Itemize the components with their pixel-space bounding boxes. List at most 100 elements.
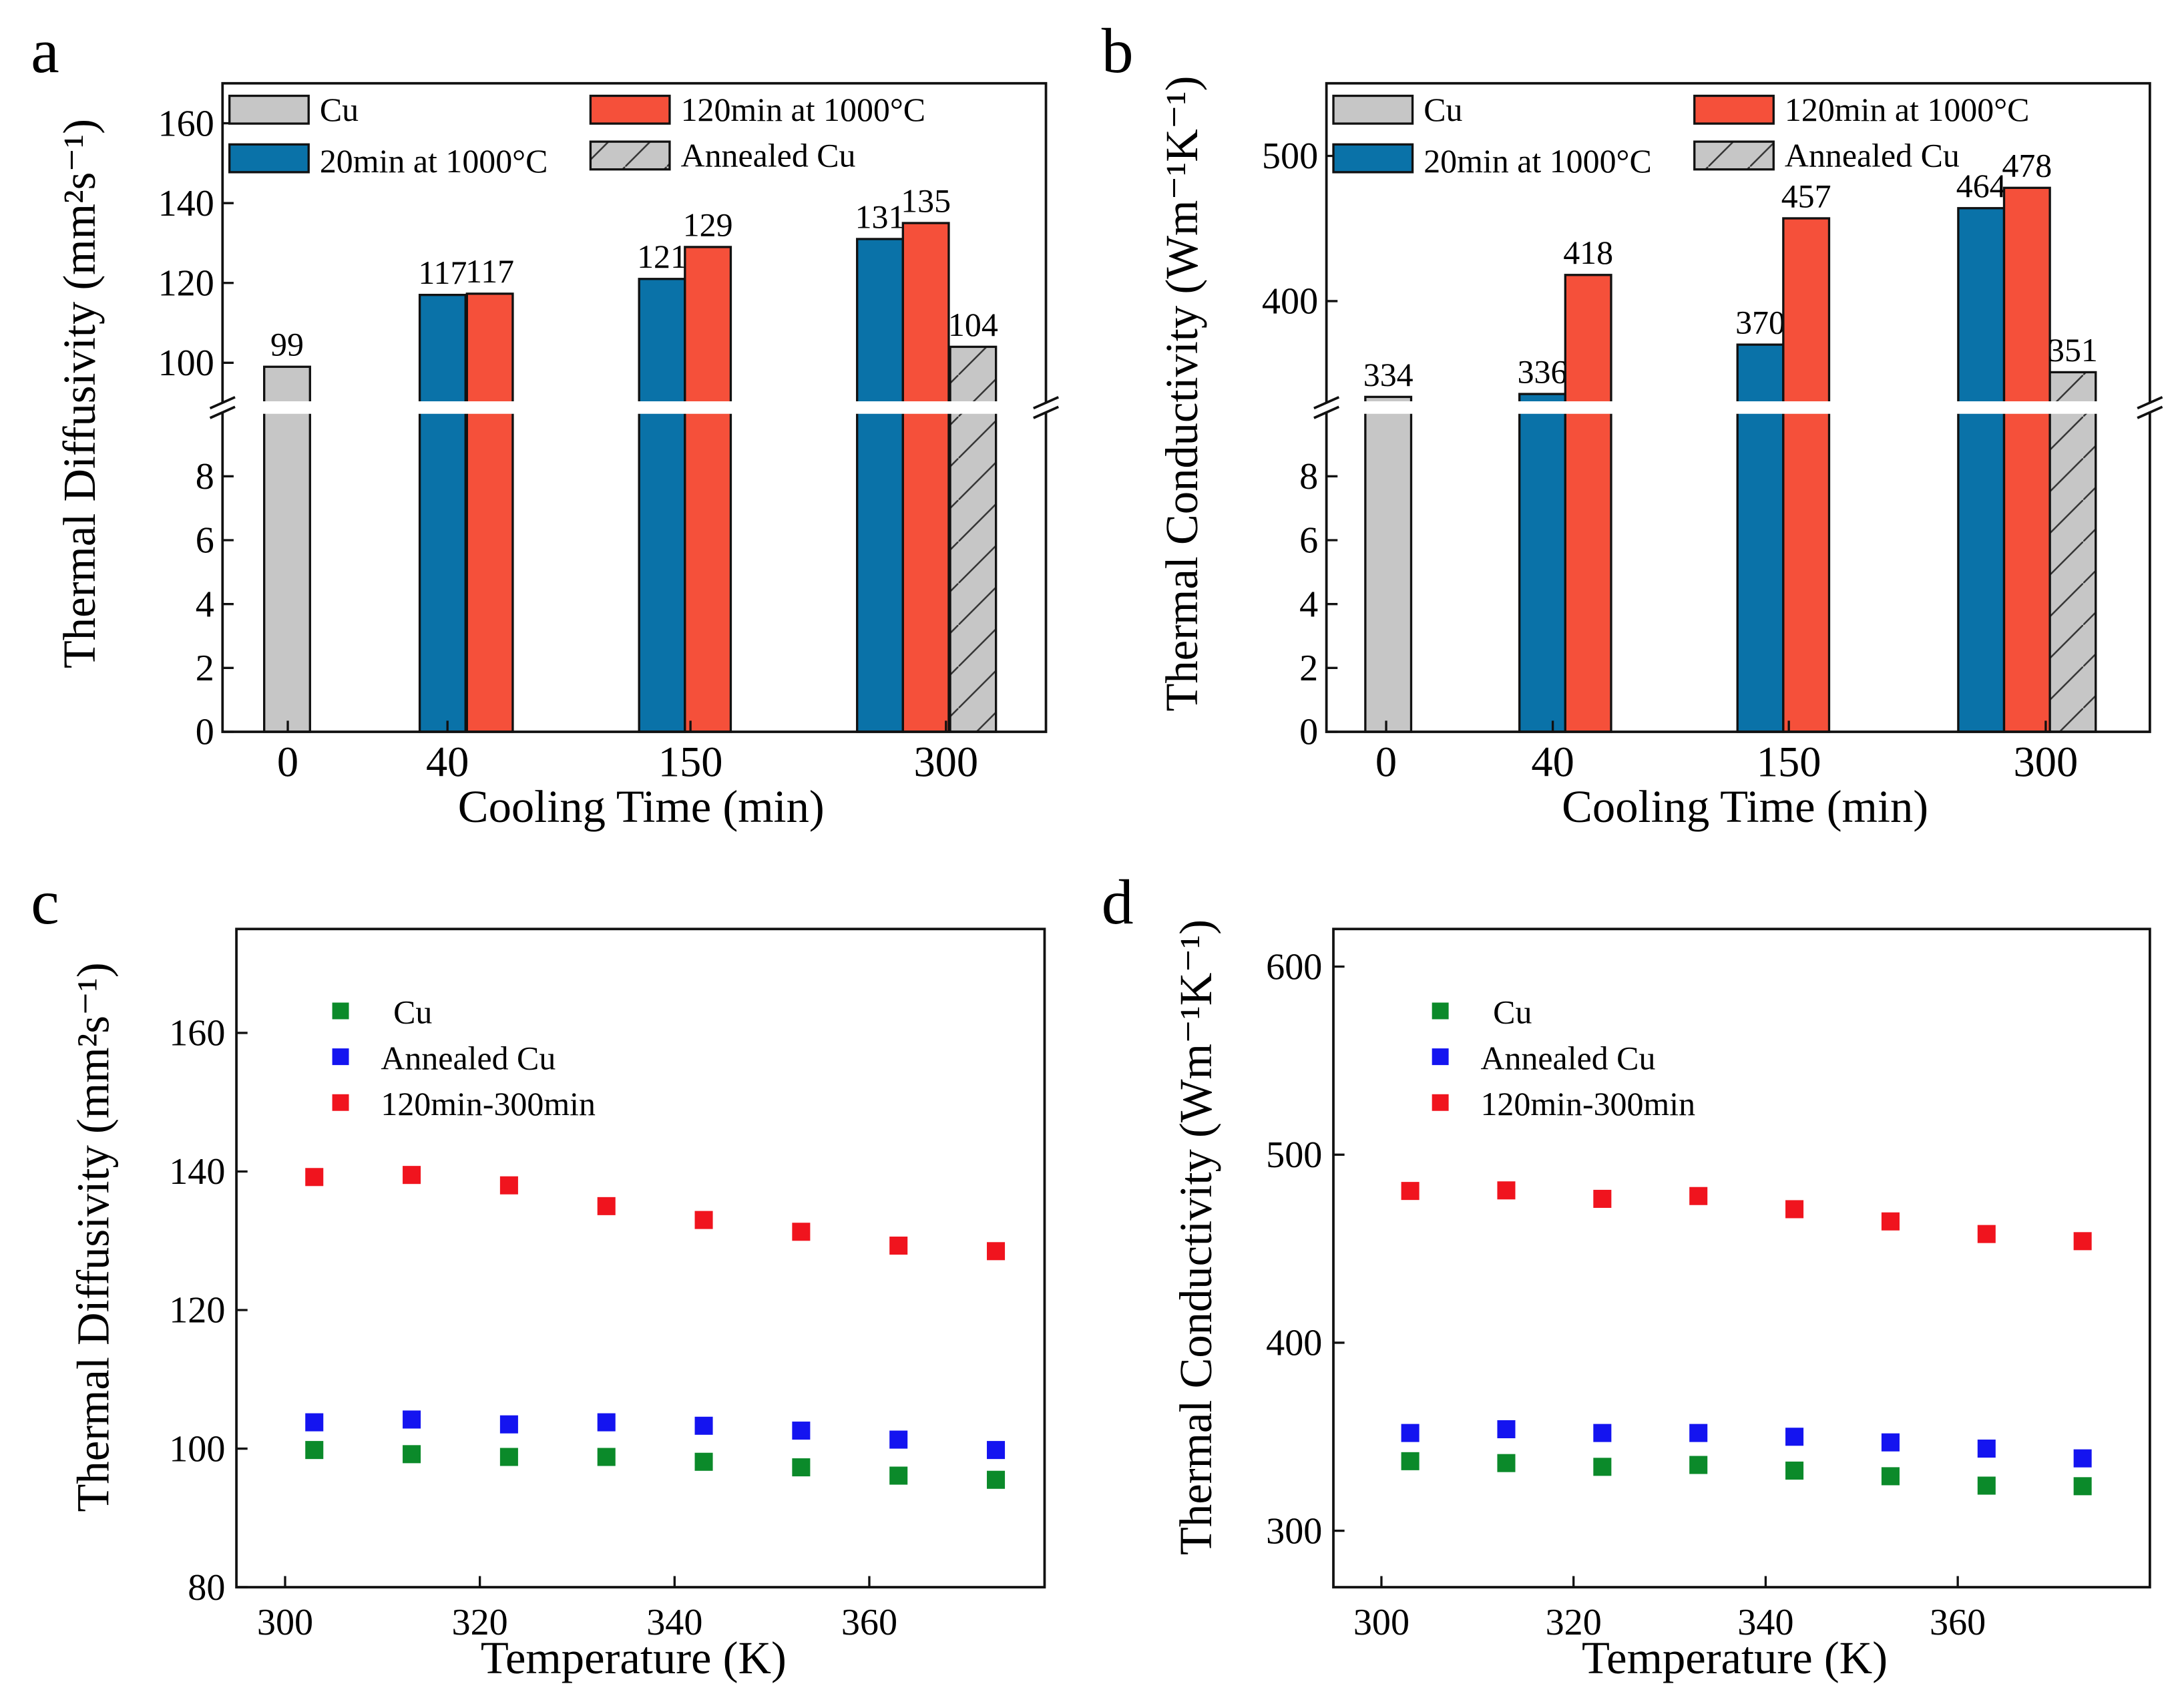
y-tick-label: 120: [158, 262, 214, 304]
point-2-3: [1689, 1187, 1708, 1205]
legend-label: Annealed Cu: [1480, 1040, 1655, 1076]
legend-label: Annealed Cu: [381, 1040, 556, 1076]
x-axis-title: Temperature (K): [1582, 1633, 1888, 1683]
point-1-4: [1785, 1428, 1804, 1446]
data-label: 478: [2002, 148, 2052, 184]
y-tick-label: 160: [158, 103, 214, 144]
axis-break-gap: [1323, 401, 2153, 414]
point-0-2: [1593, 1458, 1612, 1476]
x-tick-label: 40: [1531, 738, 1574, 786]
data-label: 117: [465, 253, 514, 290]
point-1-6: [889, 1430, 908, 1449]
legend-marker: [1432, 1094, 1449, 1111]
x-tick-label: 0: [277, 738, 298, 786]
point-2-4: [694, 1211, 713, 1229]
bar-300-1: [856, 238, 904, 733]
point-1-6: [1977, 1439, 1996, 1458]
legend-swatch: [1332, 94, 1414, 125]
y-tick-label: 160: [169, 1013, 225, 1054]
legend-swatch: [589, 140, 671, 171]
data-label: 370: [1735, 304, 1785, 341]
legend-label: 20min at 1000°C: [1424, 143, 1652, 180]
y-tick-label: 500: [1262, 136, 1318, 177]
axis-break-gap: [220, 401, 1049, 414]
point-1-1: [403, 1410, 421, 1429]
data-label: 334: [1363, 357, 1413, 393]
point-1-0: [1401, 1424, 1420, 1442]
point-0-1: [1497, 1454, 1516, 1472]
point-0-2: [499, 1448, 518, 1466]
point-0-7: [2073, 1477, 2092, 1496]
y-tick-label: 2: [1299, 648, 1318, 689]
y-tick-label: 0: [1299, 712, 1318, 753]
legend-label: Cu: [1424, 91, 1462, 128]
x-tick-label: 40: [426, 738, 469, 786]
plot-frame: [221, 81, 1048, 733]
y-tick-label: 6: [1299, 520, 1318, 562]
legend-marker: [332, 1048, 349, 1066]
y-tick-label: 120: [169, 1290, 225, 1331]
x-axis-title: Cooling Time (min): [458, 781, 825, 832]
y-tick-label: 400: [1262, 281, 1318, 323]
axis-break-mark: [2137, 396, 2163, 419]
legend-label: Cu: [1493, 994, 1532, 1031]
point-1-3: [597, 1413, 616, 1432]
data-label: 351: [2048, 332, 2098, 369]
axis-break-mark: [209, 396, 236, 419]
plot-frame: [235, 927, 1046, 1588]
x-tick-label: 340: [1737, 1602, 1793, 1643]
x-tick-label: 320: [452, 1602, 508, 1643]
x-tick-label: 360: [1930, 1602, 1986, 1643]
y-tick-label: 8: [196, 456, 214, 497]
point-1-2: [499, 1415, 518, 1434]
point-2-4: [1785, 1200, 1804, 1219]
y-axis-title: Thermal Diffusivity (mm²s⁻¹): [54, 119, 105, 668]
axis-break-mark: [1033, 396, 1060, 419]
point-2-0: [1401, 1182, 1420, 1201]
point-0-3: [597, 1448, 616, 1466]
point-1-1: [1497, 1420, 1516, 1439]
y-tick-label: 500: [1266, 1134, 1322, 1176]
legend-marker: [1432, 1002, 1449, 1020]
legend-label: Annealed Cu: [1785, 138, 1960, 174]
panel-label: a: [31, 15, 59, 86]
point-2-5: [1881, 1212, 1900, 1231]
legend: Cu Annealed Cu 120min-300min: [1432, 994, 1695, 1122]
point-2-0: [305, 1168, 324, 1187]
x-tick-label: 300: [2014, 738, 2079, 786]
panel-label: b: [1102, 15, 1134, 86]
y-tick-label: 2: [196, 648, 214, 689]
y-tick-label: 80: [188, 1567, 225, 1609]
y-tick-label: 100: [169, 1428, 225, 1470]
y-tick-label: 300: [1266, 1510, 1322, 1552]
data-label: 135: [901, 182, 951, 219]
y-tick-label: 4: [196, 584, 214, 625]
legend: Cu 120min at 1000°C 20min at 1000°C Anneale…: [1332, 91, 2029, 180]
data-label: 336: [1518, 353, 1568, 390]
x-tick-label: 300: [1353, 1602, 1409, 1643]
y-tick-label: 4: [1299, 584, 1318, 625]
y-tick-label: 140: [158, 183, 214, 224]
point-1-4: [694, 1416, 713, 1435]
x-tick-label: 360: [841, 1602, 897, 1643]
y-tick-label: 6: [196, 520, 214, 562]
legend: Cu Annealed Cu 120min-300min: [332, 994, 596, 1122]
data-label: 464: [1956, 168, 2006, 204]
legend-label: Annealed Cu: [681, 138, 856, 174]
y-tick-label: 600: [1266, 946, 1322, 988]
point-2-6: [889, 1236, 908, 1255]
bar-40-1: [1518, 393, 1566, 733]
point-2-2: [499, 1176, 518, 1195]
data-label: 121: [637, 238, 687, 275]
point-0-7: [987, 1470, 1006, 1489]
axis-break-mark: [1313, 396, 1340, 419]
legend-swatch: [228, 143, 310, 174]
x-tick-label: 320: [1546, 1602, 1602, 1643]
point-2-1: [1497, 1181, 1516, 1200]
point-0-0: [305, 1441, 324, 1460]
legend-label: Cu: [393, 994, 432, 1031]
bar-40-2: [465, 292, 514, 733]
legend-label: 120min at 1000°C: [681, 91, 926, 128]
point-2-6: [1977, 1225, 1996, 1243]
